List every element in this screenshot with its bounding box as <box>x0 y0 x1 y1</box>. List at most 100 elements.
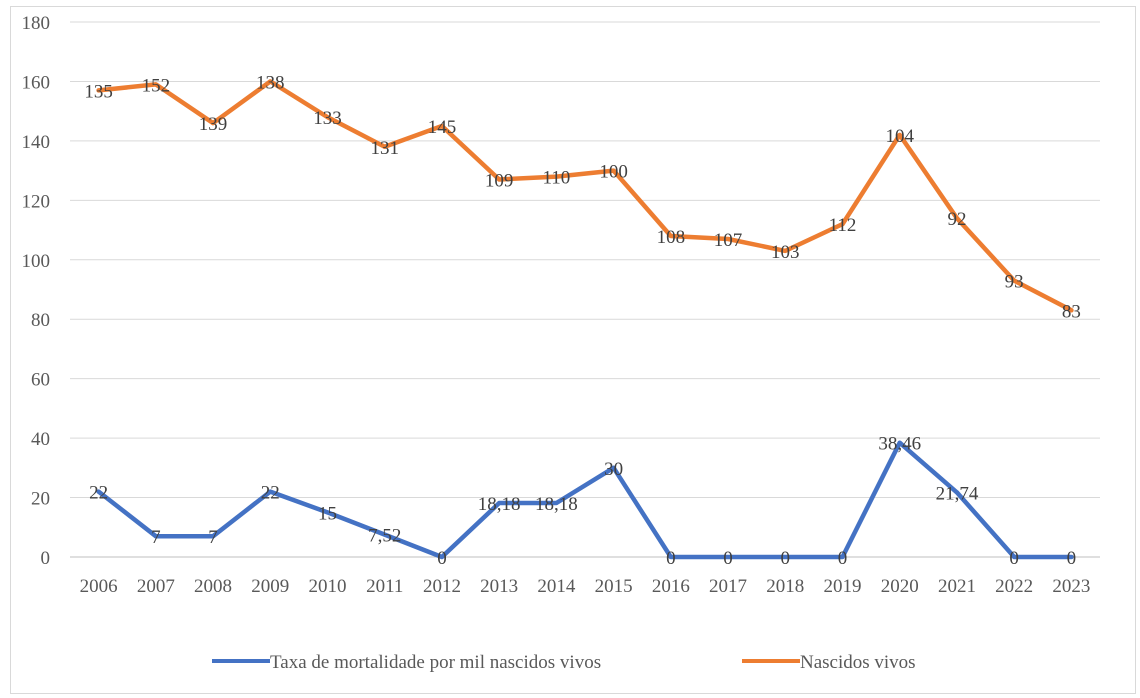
x-tick-label: 2006 <box>80 576 118 597</box>
x-tick-label: 2022 <box>995 576 1033 597</box>
y-tick-label: 140 <box>22 132 51 153</box>
data-label: 145 <box>428 117 457 138</box>
y-tick-label: 60 <box>31 370 50 391</box>
data-point <box>897 132 902 137</box>
data-label: 0 <box>437 548 447 569</box>
data-point <box>783 555 788 559</box>
data-point <box>954 216 959 221</box>
data-label: 109 <box>485 171 514 192</box>
data-point <box>439 124 444 129</box>
legend-label-births: Nascidos vivos <box>800 652 916 673</box>
data-point <box>153 82 158 87</box>
data-label: 83 <box>1062 301 1081 322</box>
x-tick-label: 2011 <box>366 576 403 597</box>
data-label: 135 <box>84 81 113 102</box>
data-point <box>897 440 902 445</box>
data-label: 131 <box>370 138 399 159</box>
x-tick-label: 2023 <box>1052 576 1090 597</box>
y-tick-label: 100 <box>22 251 51 272</box>
x-tick-label: 2013 <box>480 576 518 597</box>
data-point <box>211 121 216 126</box>
y-tick-label: 0 <box>41 548 51 569</box>
legend: Taxa de mortalidade por mil nascidos viv… <box>212 652 916 673</box>
data-label: 7 <box>151 527 161 548</box>
data-label: 108 <box>657 227 686 248</box>
x-tick-label: 2014 <box>537 576 576 597</box>
chart-frame <box>10 6 1136 694</box>
x-tick-label: 2016 <box>652 576 690 597</box>
data-point <box>611 168 616 173</box>
gridlines <box>70 21 1100 558</box>
series-line-1 <box>96 79 1074 313</box>
data-point <box>554 174 559 179</box>
data-label: 93 <box>1005 272 1024 293</box>
data-point <box>497 500 502 505</box>
y-tick-label: 40 <box>31 429 50 450</box>
data-label: 138 <box>256 72 285 93</box>
data-point <box>1069 308 1074 313</box>
data-point <box>840 555 845 559</box>
data-point <box>268 489 273 494</box>
data-label: 103 <box>771 242 800 263</box>
x-tick-label: 2008 <box>194 576 232 597</box>
data-point <box>840 222 845 227</box>
x-tick-label: 2021 <box>938 576 976 597</box>
data-label: 139 <box>199 114 228 135</box>
data-label: 107 <box>714 230 743 251</box>
data-label: 7,52 <box>368 526 401 547</box>
data-point <box>497 177 502 182</box>
data-label: 15 <box>318 503 337 524</box>
data-point <box>668 555 673 559</box>
data-point <box>96 88 101 93</box>
data-label: 0 <box>838 548 848 569</box>
x-tick-label: 2015 <box>595 576 633 597</box>
data-label: 0 <box>723 548 733 569</box>
data-label: 38,46 <box>878 434 921 455</box>
data-point <box>1012 278 1017 283</box>
x-tick-label: 2007 <box>137 576 175 597</box>
data-point <box>783 248 788 253</box>
data-label: 110 <box>542 168 570 189</box>
series-lines <box>96 79 1074 560</box>
data-label: 18,18 <box>535 494 578 515</box>
legend-label-mortality: Taxa de mortalidade por mil nascidos viv… <box>270 652 601 673</box>
data-labels: 22 7 7 22 15 7,52 0 18,18 18,18 30 0 0 0 0 38,46 21,74 0… <box>84 72 1081 569</box>
data-point <box>325 510 330 515</box>
data-point <box>1012 555 1017 559</box>
data-point <box>1069 555 1074 559</box>
data-point <box>726 236 731 241</box>
data-point <box>726 555 731 559</box>
series-line-0 <box>96 440 1074 560</box>
y-tick-label: 160 <box>22 72 51 93</box>
x-tick-label: 2018 <box>766 576 804 597</box>
data-point <box>611 465 616 470</box>
data-point <box>382 144 387 149</box>
x-tick-label: 2019 <box>824 576 862 597</box>
data-label: 22 <box>261 483 280 504</box>
data-label: 22 <box>89 483 108 504</box>
data-point <box>268 79 273 84</box>
data-point <box>325 115 330 120</box>
data-label: 104 <box>885 126 914 147</box>
y-tick-label: 20 <box>31 489 50 510</box>
data-label: 0 <box>1067 548 1077 569</box>
data-point <box>439 555 444 559</box>
x-tick-label: 2010 <box>309 576 347 597</box>
data-label: 18,18 <box>478 494 521 515</box>
data-point <box>668 234 673 238</box>
data-point <box>382 532 387 537</box>
data-label: 152 <box>142 75 171 96</box>
x-tick-label: 2009 <box>251 576 289 597</box>
y-axis: 0 20 40 60 80 100 120 140 160 180 <box>22 13 51 569</box>
data-label: 112 <box>829 215 857 236</box>
data-label: 0 <box>1009 548 1019 569</box>
x-tick-label: 2012 <box>423 576 461 597</box>
data-label: 30 <box>604 459 623 480</box>
y-tick-label: 120 <box>22 191 51 212</box>
data-point <box>554 500 559 505</box>
y-tick-label: 80 <box>31 310 50 331</box>
x-axis: 2006 2007 2008 2009 2010 2011 2012 2013 2014 2015… <box>80 576 1091 597</box>
y-tick-label: 180 <box>22 13 51 34</box>
data-point <box>153 534 158 539</box>
